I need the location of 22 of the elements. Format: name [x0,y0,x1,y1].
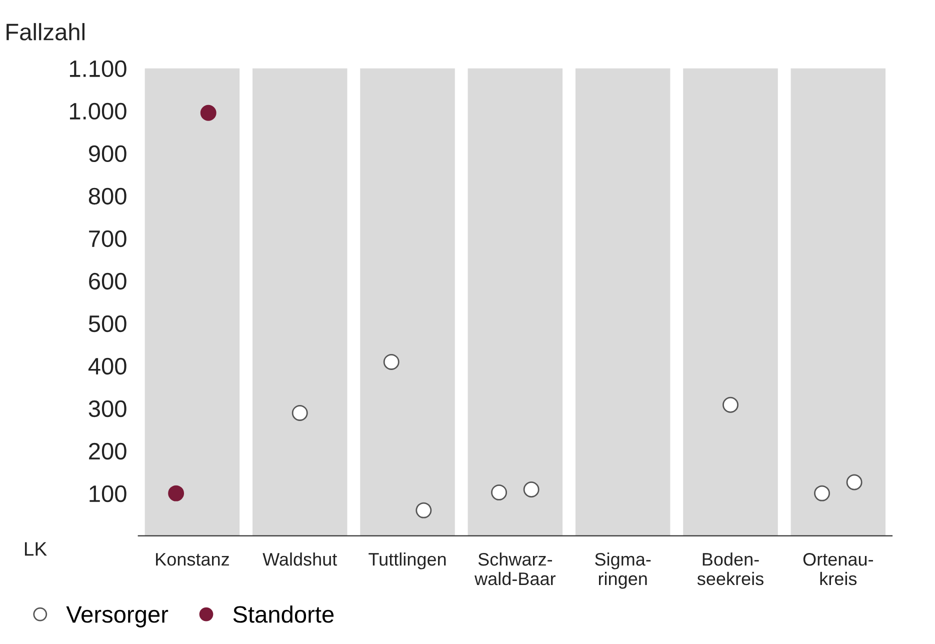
y-tick-label: 500 [88,315,126,332]
x-tick-label: Konstanz [156,553,229,566]
y-tick-label: 100 [90,485,126,502]
y-tick-label: 600 [89,272,126,290]
x-tick-label: Waldshut [262,552,338,566]
y-tick-label: 900 [88,145,126,162]
x-tick-label: Schwarz- wald-Baar [474,552,556,586]
y-tick-label: 800 [88,188,126,205]
y-tick-label: 700 [89,230,126,248]
legend-label: Standorte [233,605,334,623]
x-tick-label: Tuttlingen [368,552,446,570]
y-tick-label: 300 [88,400,126,418]
x-tick-label: Sigma- ringen [595,552,651,589]
y-tick-label: 1.000 [70,102,126,120]
x-tick-label: Boden- seekreis [697,552,764,586]
y-tick-label: 400 [88,358,126,375]
y-tick-label: 1.100 [70,60,126,78]
x-tick-label: Ortenau- kreis [803,552,873,586]
x-axis-title: LK [24,542,47,556]
y-axis-title: Fallzahl [6,23,84,40]
legend-label: Versorger [66,606,168,628]
y-tick-label: 200 [89,442,126,460]
